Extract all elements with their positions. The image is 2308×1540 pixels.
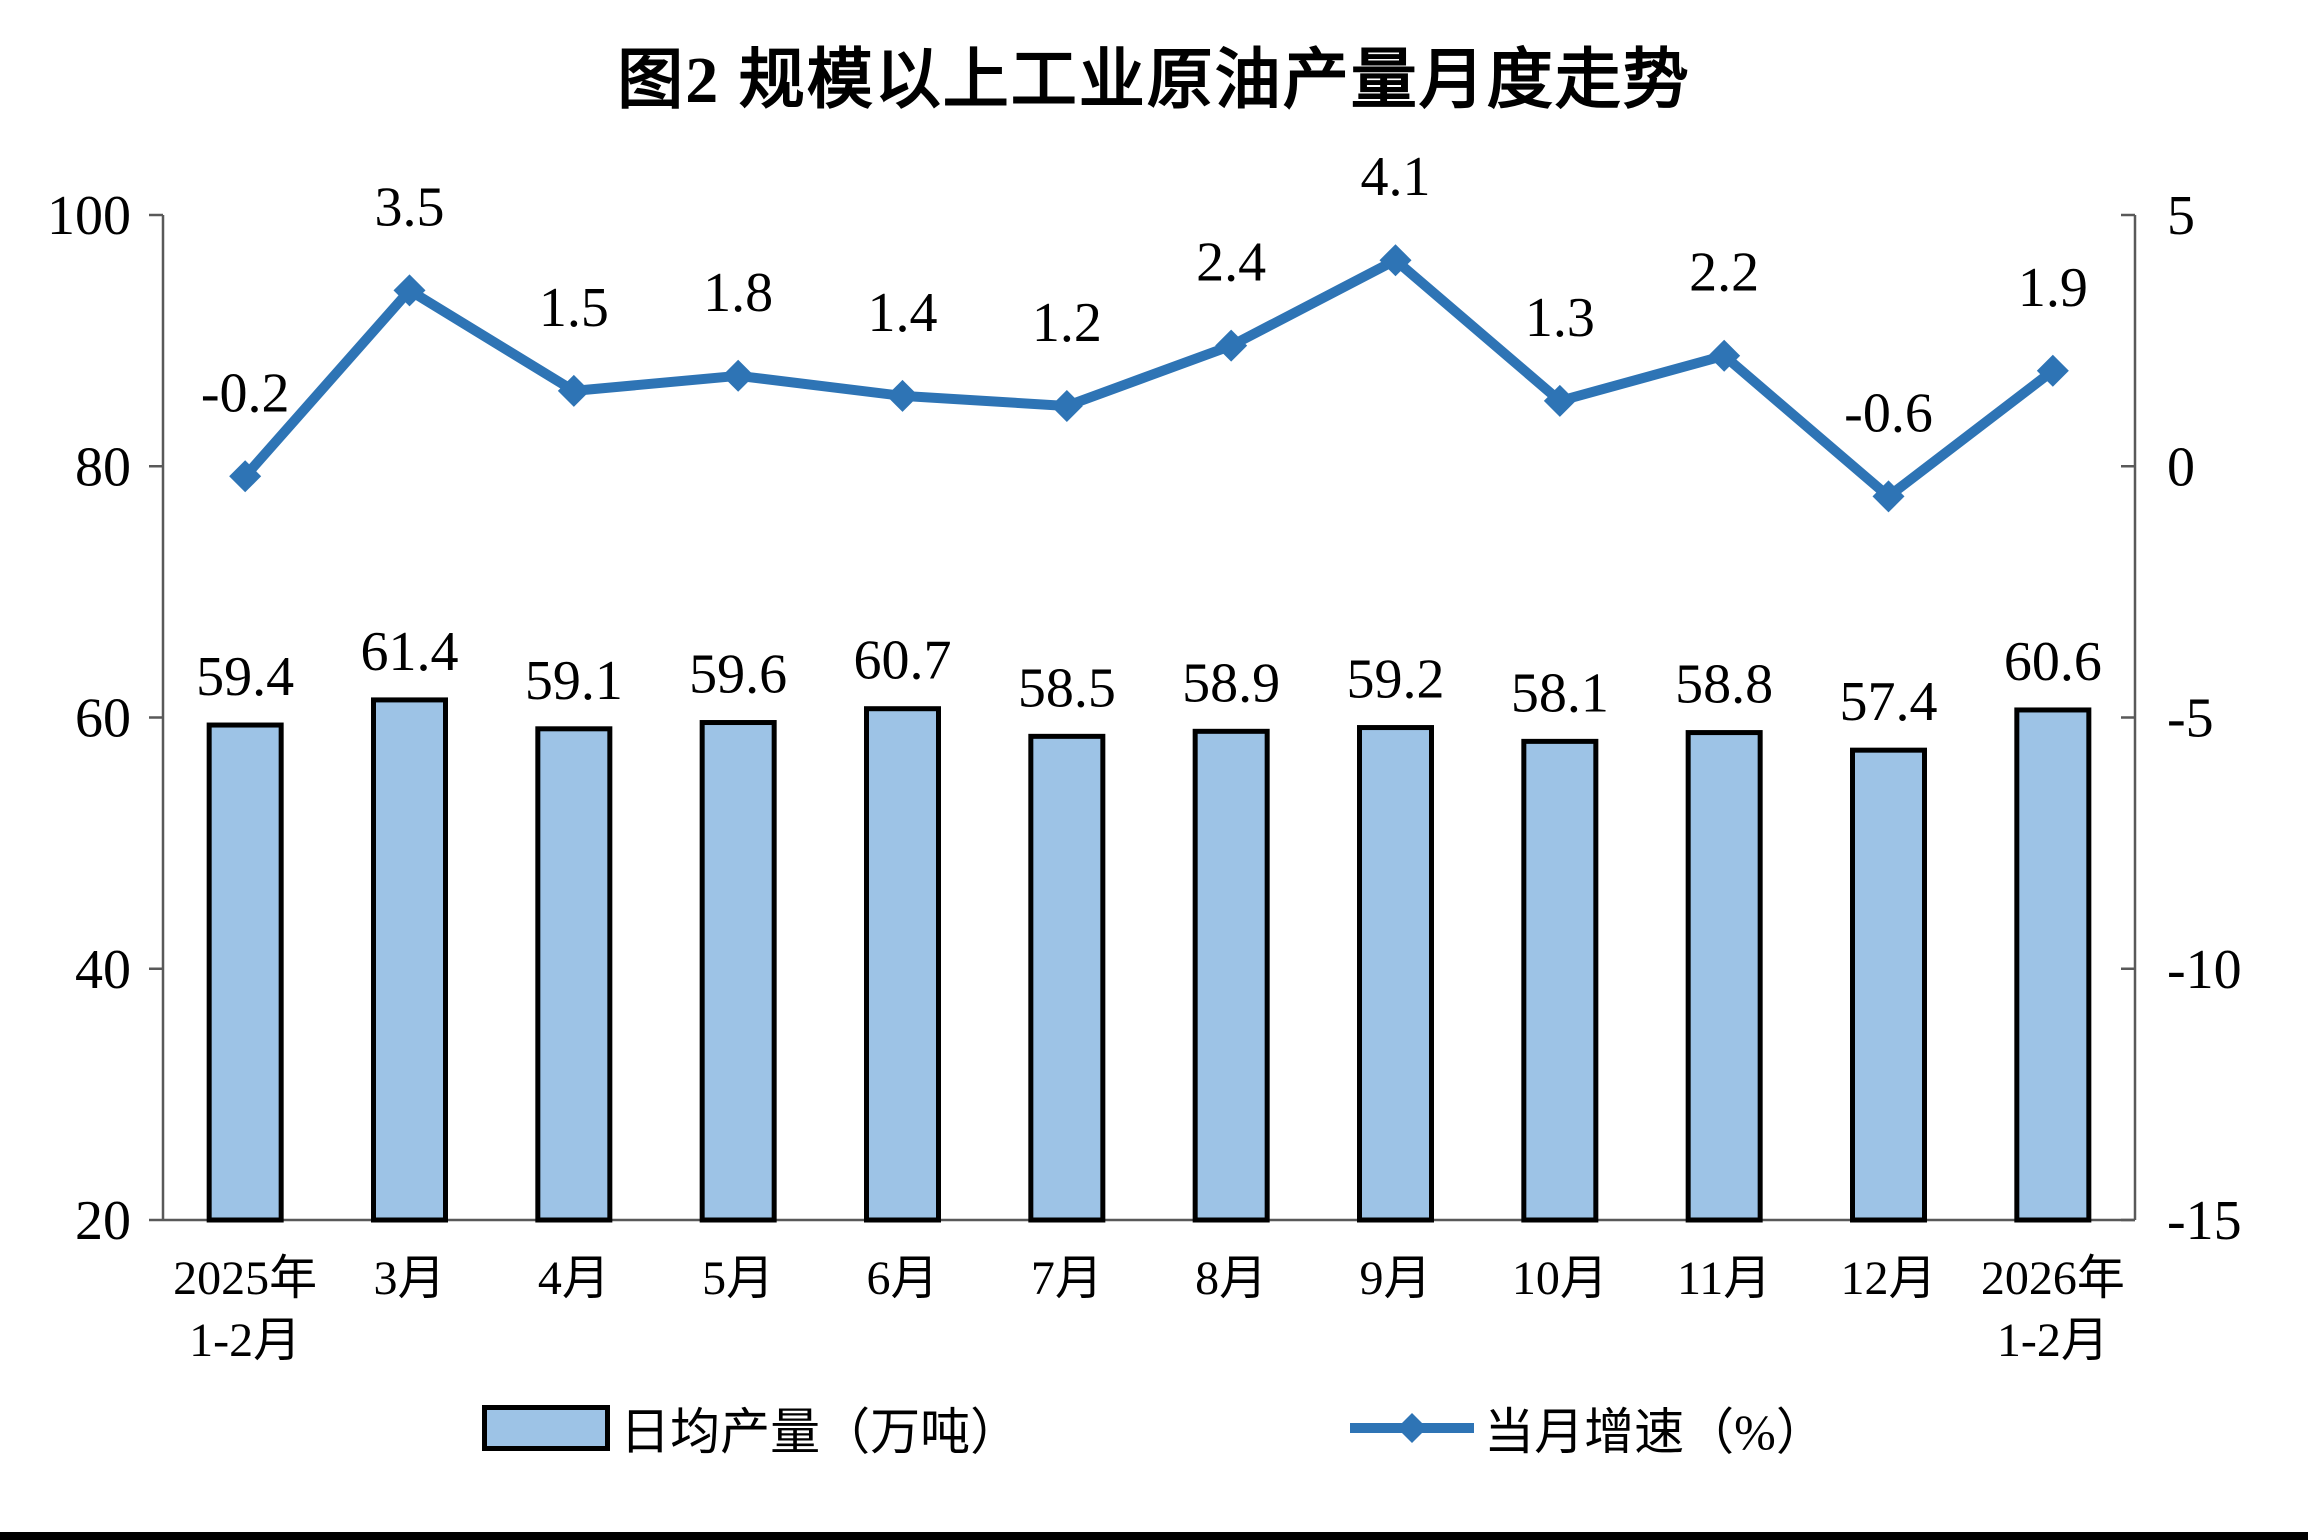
legend-label-line-series: 当月增速（%） (1484, 1404, 1826, 1460)
line-value-label: 1.5 (539, 277, 609, 339)
legend-diamond-marker (1397, 1413, 1428, 1443)
line-value-label: 1.4 (868, 282, 938, 344)
bar-value-label: 59.2 (1347, 649, 1445, 711)
line-marker (557, 374, 590, 407)
line-marker (229, 460, 262, 493)
x-axis-label: 3月 (373, 1252, 445, 1305)
bar (371, 697, 448, 1223)
legend-label-bar-series: 日均产量（万吨） (620, 1404, 1021, 1460)
line-value-label: 1.2 (1032, 292, 1102, 354)
line-value-label: 4.1 (1361, 146, 1431, 208)
bar (1685, 730, 1763, 1223)
line-marker (2036, 354, 2069, 387)
line-value-label: 1.3 (1525, 287, 1595, 349)
bar (1357, 725, 1434, 1223)
line-marker (1215, 329, 1248, 362)
chart-legend: 日均产量（万吨） 当月增速（%） (0, 1392, 2308, 1464)
right-axis-tick-label: -15 (2167, 1190, 2242, 1252)
line-value-label: 1.9 (2018, 257, 2088, 319)
bar-value-label: 59.1 (525, 650, 623, 712)
bar-value-label: 57.4 (1840, 671, 1938, 733)
legend-item-bar-series: 日均产量（万吨） (482, 1392, 1020, 1464)
bar-value-label: 59.4 (196, 646, 294, 708)
left-axis-tick-label: 20 (75, 1190, 131, 1252)
line-value-label: 2.4 (1196, 232, 1266, 294)
line-value-label: 3.5 (375, 176, 445, 238)
line-marker (722, 359, 755, 392)
bar-value-label: 58.1 (1511, 662, 1609, 724)
x-axis-label: 11月 (1677, 1252, 1771, 1305)
bar-value-label: 61.4 (361, 621, 459, 683)
x-axis-label: 7月 (1031, 1252, 1103, 1305)
right-axis-tick-label: -5 (2167, 688, 2214, 750)
bottom-border-bar (0, 1532, 2308, 1540)
line-value-label: 1.8 (703, 262, 773, 324)
bar (1028, 733, 1106, 1223)
legend-item-line-series: 当月增速（%） (1350, 1392, 1826, 1464)
left-axis-tick-label: 80 (75, 436, 131, 498)
line-marker (1543, 384, 1576, 417)
left-axis-tick-label: 60 (75, 688, 131, 750)
x-axis-label: 8月 (1195, 1252, 1267, 1305)
x-axis-label: 9月 (1359, 1252, 1431, 1305)
line-value-label: 2.2 (1689, 242, 1759, 304)
line-marker (1872, 480, 1905, 513)
bar (699, 720, 777, 1223)
x-axis-label: 2025年 (173, 1252, 317, 1305)
bar-value-label: 60.7 (854, 630, 952, 692)
right-axis-tick-label: -10 (2167, 939, 2242, 1001)
line-value-label: -0.6 (1844, 382, 1933, 444)
chart-canvas: 20 40 60 80 100 -15 -10 -5 0 5 2025年 1-2月 3月 4月 5月 6月 7月… (47, 146, 2242, 1367)
line-marker (1050, 389, 1083, 422)
line-marker (393, 274, 426, 307)
right-axis-tick-label: 0 (2167, 436, 2195, 498)
x-axis-label: 1-2月 (1997, 1314, 2109, 1367)
line-marker (886, 379, 919, 412)
bar-value-label: 58.9 (1182, 652, 1280, 714)
left-axis-tick-label: 100 (47, 185, 131, 247)
x-axis-label: 2026年 (1981, 1252, 2125, 1305)
growth-line (240, 255, 2058, 502)
line-series-swatch (1350, 1413, 1475, 1443)
left-axis-tick-label: 40 (75, 939, 131, 1001)
line-value-label: -0.2 (201, 362, 290, 424)
chart-title: 图2 规模以上工业原油产量月度走势 (617, 44, 1691, 117)
bar-value-label: 58.8 (1675, 654, 1773, 716)
bar (1850, 747, 1927, 1223)
x-axis-label: 10月 (1512, 1252, 1608, 1305)
right-axis-tick-label: 5 (2167, 185, 2195, 247)
bar (206, 722, 284, 1223)
bar (864, 706, 941, 1223)
bar-value-label: 58.5 (1018, 657, 1116, 719)
bar-series-swatch (482, 1405, 611, 1451)
x-axis-label: 1-2月 (189, 1314, 301, 1367)
x-axis-label: 12月 (1840, 1252, 1936, 1305)
bar (2014, 707, 2092, 1223)
bar-value-label: 59.6 (689, 644, 787, 706)
bar (1192, 728, 1270, 1223)
bar (1521, 738, 1599, 1223)
x-axis-label: 5月 (702, 1252, 774, 1305)
bar (535, 726, 613, 1223)
x-axis-label: 4月 (538, 1252, 610, 1305)
bar-value-label: 60.6 (2004, 631, 2102, 693)
line-marker (1708, 339, 1741, 372)
line-marker (1379, 244, 1412, 277)
x-axis-label: 6月 (866, 1252, 938, 1305)
